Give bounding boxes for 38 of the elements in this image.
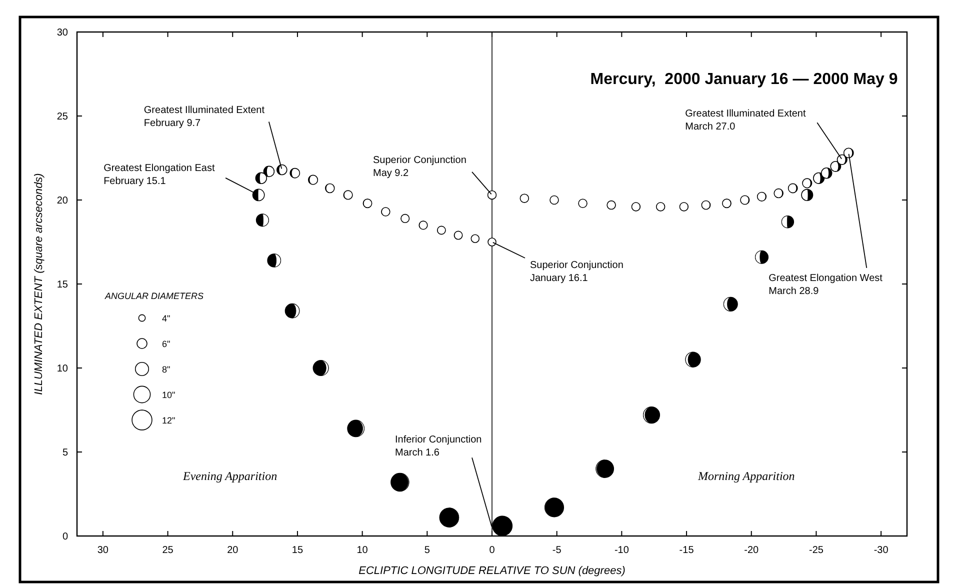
- x-tick-label: -10: [614, 545, 630, 556]
- legend-label: 4": [162, 314, 170, 324]
- annotation: Greatest Elongation East February 15.1: [104, 162, 215, 187]
- x-axis-title: ECLIPTIC LONGITUDE RELATIVE TO SUN (degrees): [358, 565, 626, 577]
- annotation: Inferior Conjunction March 1.6: [395, 434, 482, 459]
- text: Mercury, 2000 January 16 — 2000 May 9: [590, 71, 898, 88]
- x-tick-label: -30: [874, 545, 889, 556]
- y-tick-label: 25: [56, 112, 68, 122]
- y-tick-label: 10: [56, 364, 68, 374]
- x-tick-label: 5: [424, 545, 430, 556]
- x-tick-label: 10: [356, 545, 368, 556]
- annotation: Greatest Illuminated Extent February 9.7: [144, 104, 265, 129]
- x-tick-label: 25: [162, 545, 174, 556]
- y-tick-label: 0: [62, 532, 68, 542]
- x-tick-label: -20: [744, 545, 760, 556]
- legend-label: 10": [162, 390, 176, 400]
- legend-label: 8": [162, 364, 170, 374]
- annotation: Superior Conjunction May 9.2: [373, 154, 466, 179]
- y-tick-label: 15: [56, 280, 68, 290]
- annotation: Morning Apparition: [697, 469, 795, 483]
- y-tick-label: 30: [56, 28, 68, 38]
- legend-label: 6": [162, 339, 170, 349]
- y-tick-label: 20: [56, 196, 68, 206]
- annotation: Evening Apparition: [182, 469, 278, 483]
- x-tick-label: 20: [227, 545, 239, 556]
- x-tick-label: 15: [292, 545, 304, 556]
- annotation: Greatest Elongation West March 28.9: [768, 272, 883, 297]
- x-tick-label: -15: [679, 545, 694, 556]
- y-axis-title: ILLUMINATED EXTENT (square arcseconds): [33, 172, 45, 395]
- annotation: Greatest Illuminated Extent March 27.0: [685, 108, 806, 133]
- annotation: Superior Conjunction January 16.1: [530, 260, 624, 284]
- x-tick-label: 30: [97, 545, 109, 556]
- x-tick-label: -25: [808, 545, 824, 556]
- x-tick-label: 0: [489, 545, 496, 556]
- x-tick-label: -5: [552, 545, 562, 556]
- legend-title: ANGULAR DIAMETERS: [104, 291, 204, 301]
- legend-label: 12": [162, 416, 176, 426]
- y-tick-label: 5: [62, 448, 68, 458]
